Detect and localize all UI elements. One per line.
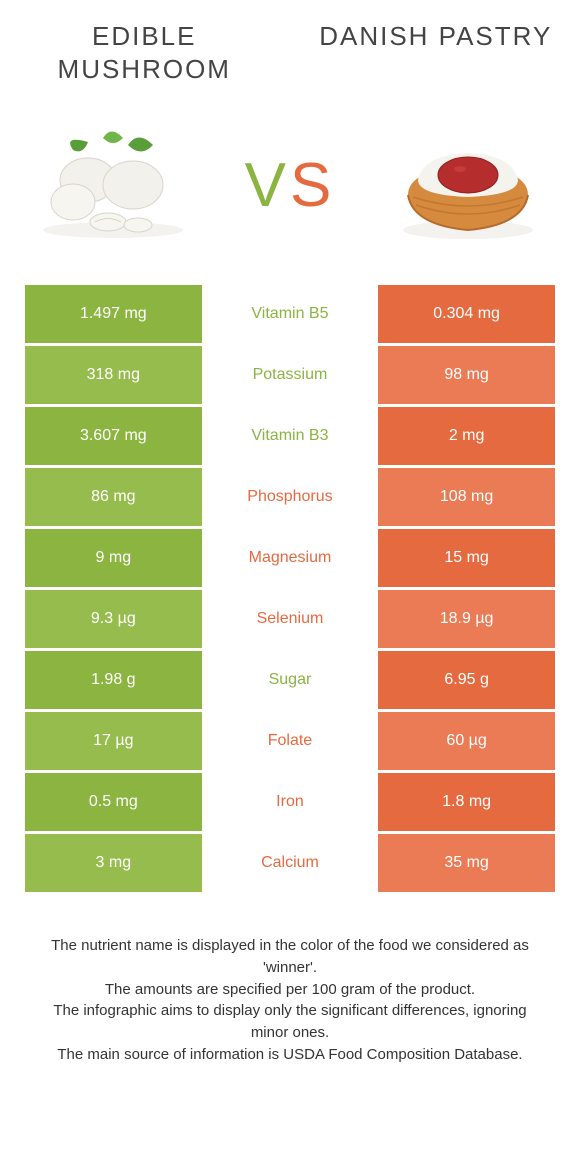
cell-left-value: 1.98 g bbox=[25, 651, 202, 709]
footer-line: The amounts are specified per 100 gram o… bbox=[35, 979, 545, 1001]
cell-left-value: 318 mg bbox=[25, 346, 202, 404]
cell-left-value: 9 mg bbox=[25, 529, 202, 587]
pastry-image bbox=[385, 120, 550, 250]
cell-right-value: 98 mg bbox=[378, 346, 555, 404]
cell-nutrient-name: Folate bbox=[202, 712, 379, 770]
cell-right-value: 18.9 µg bbox=[378, 590, 555, 648]
cell-right-value: 60 µg bbox=[378, 712, 555, 770]
table-row: 318 mgPotassium98 mg bbox=[25, 346, 555, 404]
footer-line: The infographic aims to display only the… bbox=[35, 1000, 545, 1044]
mushroom-image bbox=[30, 120, 195, 250]
cell-right-value: 35 mg bbox=[378, 834, 555, 892]
title-left: EDIBLE MUSHROOM bbox=[25, 20, 264, 85]
table-row: 1.497 mgVitamin B50.304 mg bbox=[25, 285, 555, 343]
cell-right-value: 1.8 mg bbox=[378, 773, 555, 831]
footer-notes: The nutrient name is displayed in the co… bbox=[25, 935, 555, 1066]
table-row: 9.3 µgSelenium18.9 µg bbox=[25, 590, 555, 648]
cell-nutrient-name: Calcium bbox=[202, 834, 379, 892]
footer-line: The nutrient name is displayed in the co… bbox=[35, 935, 545, 979]
cell-nutrient-name: Vitamin B5 bbox=[202, 285, 379, 343]
cell-nutrient-name: Phosphorus bbox=[202, 468, 379, 526]
table-row: 9 mgMagnesium15 mg bbox=[25, 529, 555, 587]
footer-line: The main source of information is USDA F… bbox=[35, 1044, 545, 1066]
table-row: 17 µgFolate60 µg bbox=[25, 712, 555, 770]
cell-left-value: 3.607 mg bbox=[25, 407, 202, 465]
cell-right-value: 0.304 mg bbox=[378, 285, 555, 343]
cell-left-value: 17 µg bbox=[25, 712, 202, 770]
table-row: 86 mgPhosphorus108 mg bbox=[25, 468, 555, 526]
cell-nutrient-name: Selenium bbox=[202, 590, 379, 648]
title-right: DANISH PASTRY bbox=[317, 20, 556, 85]
cell-right-value: 2 mg bbox=[378, 407, 555, 465]
cell-right-value: 108 mg bbox=[378, 468, 555, 526]
table-row: 0.5 mgIron1.8 mg bbox=[25, 773, 555, 831]
table-row: 3.607 mgVitamin B32 mg bbox=[25, 407, 555, 465]
cell-left-value: 9.3 µg bbox=[25, 590, 202, 648]
cell-left-value: 3 mg bbox=[25, 834, 202, 892]
cell-nutrient-name: Magnesium bbox=[202, 529, 379, 587]
cell-left-value: 86 mg bbox=[25, 468, 202, 526]
cell-nutrient-name: Vitamin B3 bbox=[202, 407, 379, 465]
cell-nutrient-name: Sugar bbox=[202, 651, 379, 709]
comparison-table: 1.497 mgVitamin B50.304 mg318 mgPotassiu… bbox=[25, 285, 555, 895]
table-row: 1.98 gSugar6.95 g bbox=[25, 651, 555, 709]
cell-nutrient-name: Potassium bbox=[202, 346, 379, 404]
vs-letter-s: S bbox=[290, 151, 335, 220]
images-row: VS bbox=[25, 120, 555, 250]
cell-right-value: 15 mg bbox=[378, 529, 555, 587]
cell-nutrient-name: Iron bbox=[202, 773, 379, 831]
vs-letter-v: V bbox=[245, 151, 290, 220]
cell-right-value: 6.95 g bbox=[378, 651, 555, 709]
vs-label: VS bbox=[245, 150, 336, 221]
cell-left-value: 1.497 mg bbox=[25, 285, 202, 343]
cell-left-value: 0.5 mg bbox=[25, 773, 202, 831]
title-row: EDIBLE MUSHROOM DANISH PASTRY bbox=[25, 20, 555, 85]
table-row: 3 mgCalcium35 mg bbox=[25, 834, 555, 892]
